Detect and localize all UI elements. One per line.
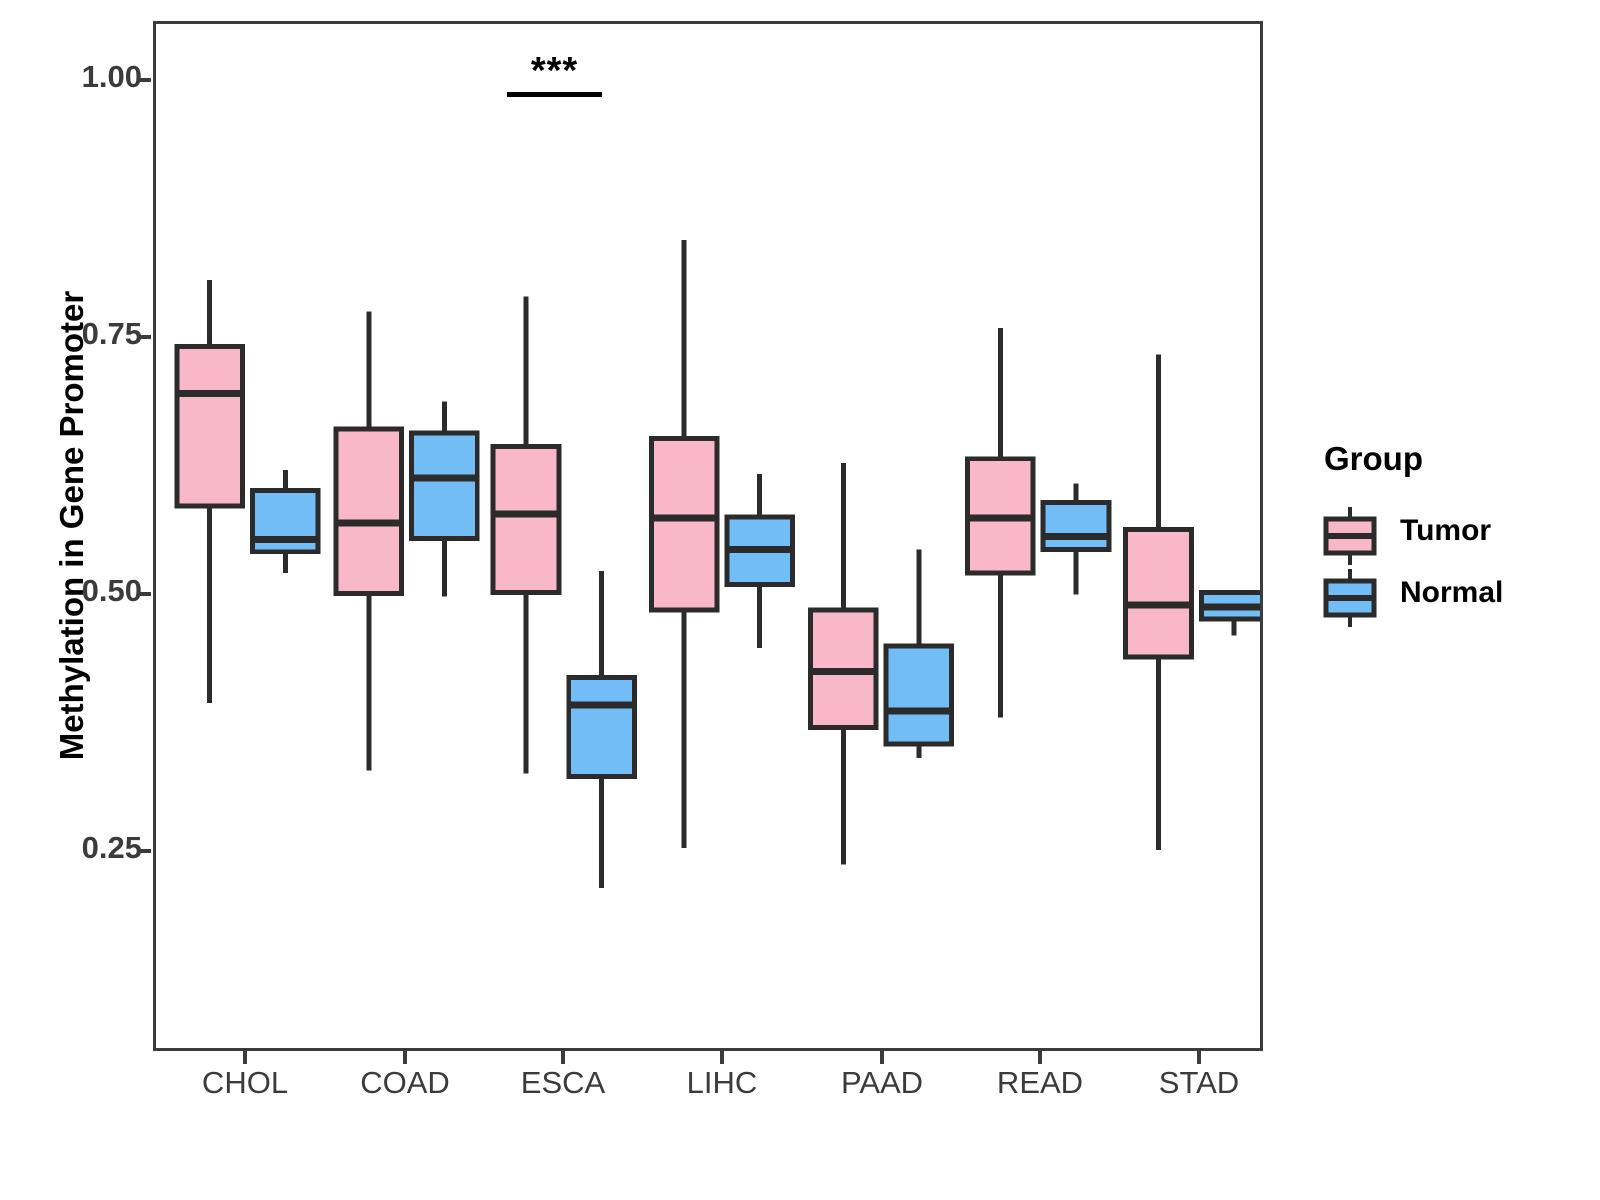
x-tick-mark [243,1051,247,1064]
legend-key-normal [1322,567,1378,627]
y-tick-mark [138,335,151,339]
box-rect [490,444,562,596]
y-tick-label: 0.25 [81,830,142,865]
boxplot-canvas [174,240,1260,889]
legend-label: Normal [1400,576,1504,609]
box-rect [1123,526,1194,660]
box-rect [174,343,246,509]
boxplot-read-normal [1040,483,1112,595]
boxplot-stad-tumor [1123,354,1194,851]
y-tick-label: 0.75 [81,316,142,351]
boxplot-esca-normal [566,571,637,889]
box-rect [883,643,955,747]
legend-title: Group [1324,440,1423,477]
legend-key-tumor [1322,505,1378,565]
x-tick-label-esca: ESCA [520,1065,606,1100]
legend: Group Tumor Normal [1322,440,1582,627]
plot-panel [153,21,1263,1051]
boxplot-chol-tumor [174,279,246,704]
x-tick-mark [561,1051,565,1064]
x-tick-mark [403,1051,407,1064]
box-rect [409,430,480,541]
x-tick-label-read: READ [996,1065,1084,1100]
significance-bar [507,92,602,97]
legend-items: Tumor Normal [1322,500,1582,627]
x-tick-mark [1197,1051,1201,1064]
boxplot-lihc-tumor [648,240,720,849]
y-axis-title: Methylation in Gene Promoter [53,290,90,761]
x-tick-label-lihc: LIHC [686,1065,758,1100]
x-tick-mark [880,1051,884,1064]
boxplot-esca-tumor [490,296,562,774]
box-rect [333,426,405,597]
legend-item-tumor[interactable]: Tumor [1322,500,1582,565]
boxplot-chol-normal [249,469,321,574]
x-tick-label-paad: PAAD [840,1065,924,1100]
y-tick-label: 1.00 [81,59,142,94]
y-tick-mark [138,592,151,596]
boxplot-read-tumor [965,327,1036,718]
x-tick-label-coad: COAD [360,1065,450,1100]
box-rect [648,435,720,613]
significance-label: *** [530,50,579,92]
x-tick-mark [1038,1051,1042,1064]
x-tick-label-stad: STAD [1158,1065,1240,1100]
y-tick-mark [138,78,151,82]
boxplot-coad-tumor [333,311,405,771]
x-tick-label-chol: CHOL [201,1065,289,1100]
boxplot-lihc-normal [724,474,796,648]
box-rect [566,674,637,780]
boxplot-paad-normal [883,549,955,759]
x-tick-mark [720,1051,724,1064]
legend-label: Tumor [1400,514,1492,547]
box-rect [1040,500,1112,553]
boxplot-coad-normal [409,401,480,597]
boxplot-stad-normal [1198,590,1260,636]
legend-item-normal[interactable]: Normal [1322,562,1582,627]
y-tick-mark [138,849,151,853]
boxplot-paad-tumor [807,462,879,865]
y-tick-label: 0.50 [81,573,142,608]
